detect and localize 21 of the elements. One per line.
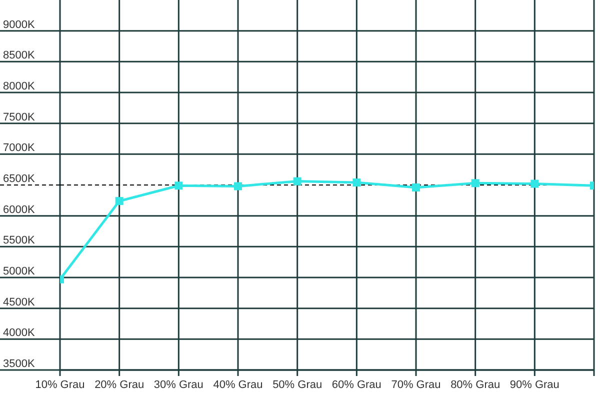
y-tick-label: 5000K <box>3 266 36 278</box>
x-tick-label: 50% Grau <box>272 379 322 391</box>
y-tick-label: 4500K <box>3 296 36 308</box>
y-tick-label: 9000K <box>3 18 36 31</box>
x-tick-label: 10% Grau <box>35 379 85 391</box>
y-tick-label: 6000K <box>3 204 36 216</box>
y-tick-label: 4000K <box>3 327 36 340</box>
x-tick-label: 30% Grau <box>154 379 204 391</box>
y-tick-label: 7000K <box>3 142 36 154</box>
x-tick-label: 90% Grau <box>510 379 560 391</box>
x-tick-label: 80% Grau <box>450 379 500 391</box>
y-tick-label: 8000K <box>3 80 36 92</box>
y-tick-label: 8500K <box>3 50 36 62</box>
y-tick-label: 7500K <box>3 111 36 124</box>
x-tick-label: 20% Grau <box>94 379 144 391</box>
x-tick-label: 70% Grau <box>391 379 441 391</box>
x-tick-label: 40% Grau <box>213 379 263 391</box>
y-tick-label: 5500K <box>3 234 36 247</box>
y-tick-label: 3500K <box>3 358 36 370</box>
y-tick-label: 6500K <box>3 173 36 185</box>
x-tick-label: 60% Grau <box>332 379 382 391</box>
